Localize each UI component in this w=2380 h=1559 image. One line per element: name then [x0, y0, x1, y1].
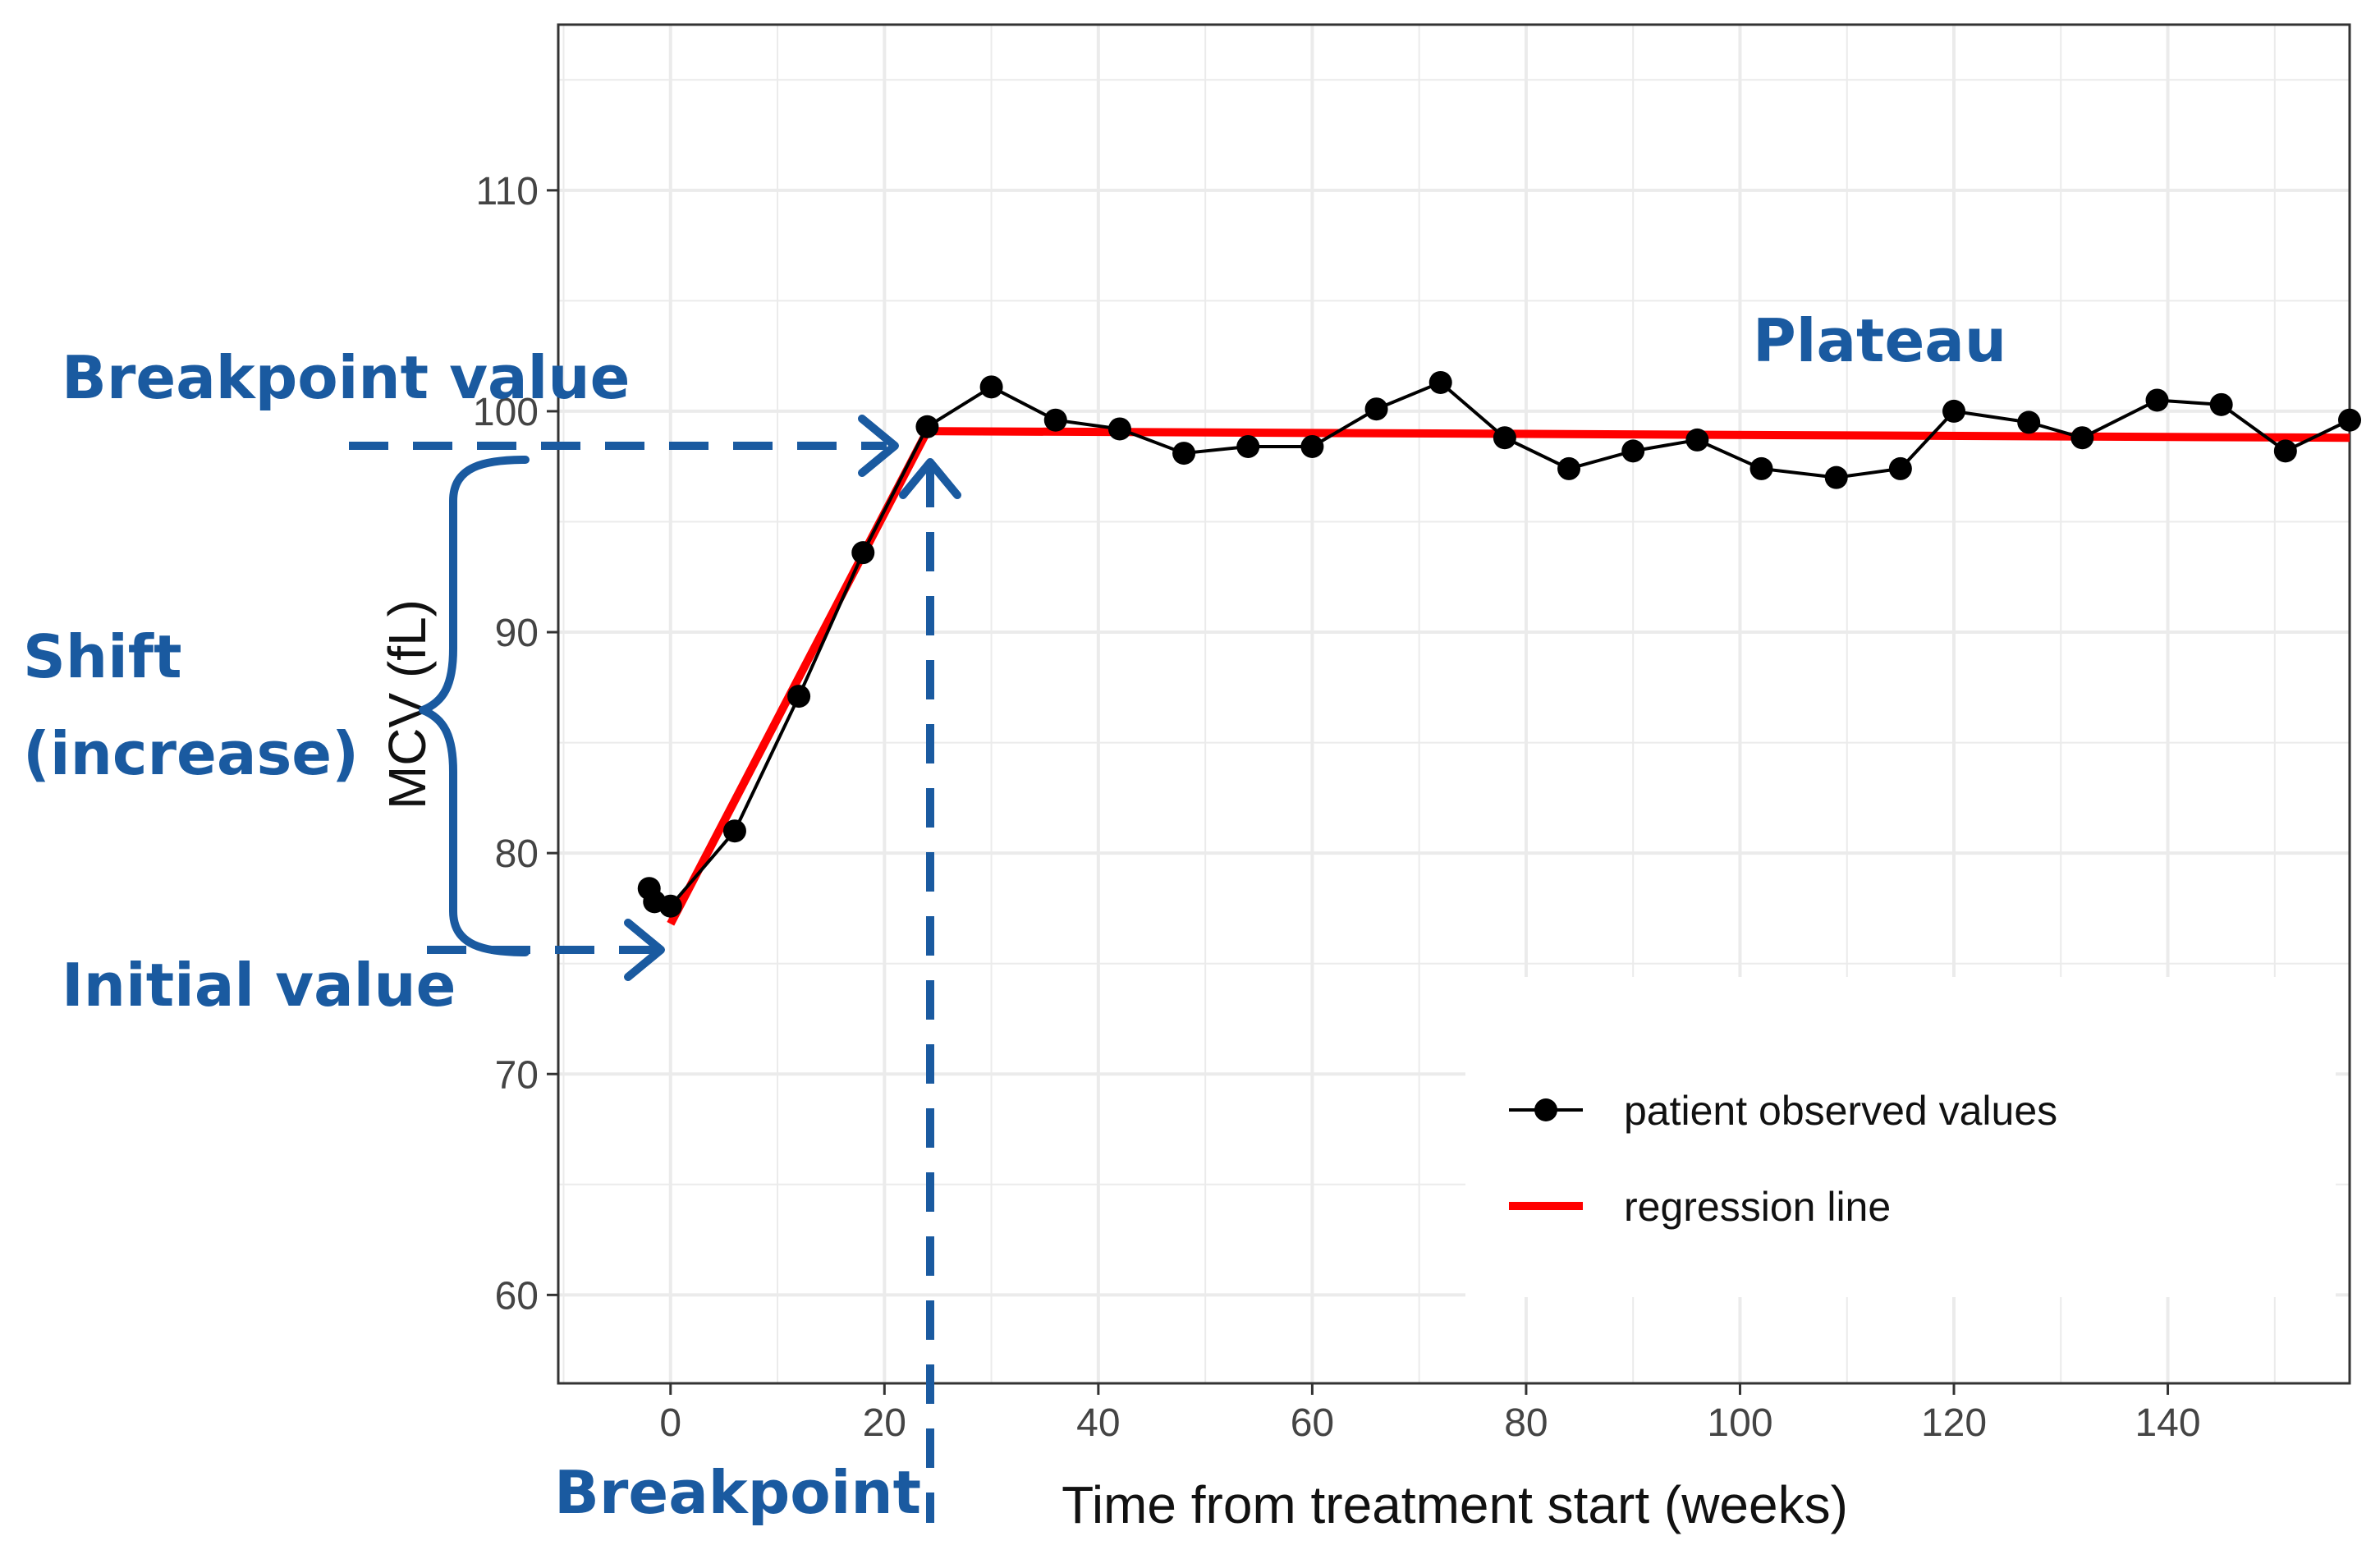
observed-point [787, 685, 811, 708]
x-tick-label: 60 [1291, 1401, 1334, 1445]
annotation-breakpoint-value: Breakpoint value [62, 343, 630, 412]
ticks: 0 20 40 60 80 100 120 140 60 70 80 90 100 110 [473, 170, 2201, 1445]
observed-point [1685, 428, 1709, 452]
breakpoint-value-arrowhead [858, 415, 899, 477]
observed-point [1493, 426, 1516, 450]
x-tick-label: 100 [1707, 1401, 1772, 1445]
x-tick-label: 0 [659, 1401, 681, 1445]
legend-background [1465, 977, 2336, 1297]
observed-point [1300, 434, 1324, 458]
y-tick-label: 100 [473, 391, 539, 434]
annotation-shift: Shift [23, 622, 182, 691]
x-tick-label: 80 [1504, 1401, 1548, 1445]
observed-point [851, 541, 875, 565]
observed-point [2145, 388, 2169, 412]
legend-label-observed: patient observed values [1624, 1088, 2057, 1134]
observed-point [2273, 439, 2297, 463]
observed-point [1043, 408, 1067, 432]
observed-point [1888, 456, 1912, 480]
legend: patient observed values regression line [1465, 977, 2336, 1297]
observed-point [915, 415, 939, 438]
observed-point [658, 894, 682, 918]
initial-value-arrowhead [624, 919, 665, 981]
y-tick-label: 60 [495, 1274, 539, 1318]
observed-point [1172, 442, 1196, 465]
observed-point [1824, 465, 1848, 489]
shift-brace [419, 456, 530, 956]
observed-point [722, 819, 746, 843]
x-tick-label: 120 [1921, 1401, 1987, 1445]
observed-point [1749, 456, 1773, 480]
y-tick-label: 70 [495, 1053, 539, 1097]
observed-point [2209, 392, 2233, 416]
observed-point [1621, 439, 1645, 463]
y-tick-label: 90 [495, 612, 539, 655]
annotation-increase: (increase) [23, 719, 359, 788]
annotation-plateau: Plateau [1753, 306, 2006, 375]
observed-point [1428, 370, 1452, 394]
observed-point [1364, 397, 1388, 421]
observed-point [2338, 408, 2361, 432]
observed-point [1236, 434, 1260, 458]
series-layer [637, 370, 2361, 926]
x-axis-title: Time from treatment start (weeks) [1062, 1475, 1848, 1534]
observed-point [2017, 410, 2041, 434]
observed-point [1557, 456, 1581, 480]
x-tick-label: 140 [2135, 1401, 2200, 1445]
breakpoint-arrowhead [899, 458, 961, 499]
observed-point [1107, 417, 1131, 441]
observed-point [1942, 399, 1966, 423]
annotation-initial-value: Initial value [62, 951, 456, 1020]
observed-point [2070, 426, 2094, 450]
x-tick-label: 20 [863, 1401, 906, 1445]
annotation-breakpoint: Breakpoint [554, 1458, 921, 1527]
annotations: Breakpoint value Plateau Shift (increase) In… [23, 306, 2006, 1527]
legend-label-regression: regression line [1624, 1184, 1891, 1230]
legend-key-observed-point [1534, 1098, 1557, 1121]
y-tick-label: 80 [495, 832, 539, 876]
x-tick-label: 40 [1076, 1401, 1120, 1445]
panel-border [557, 23, 2351, 1385]
y-tick-label: 110 [475, 170, 539, 213]
observed-point [979, 375, 1003, 399]
